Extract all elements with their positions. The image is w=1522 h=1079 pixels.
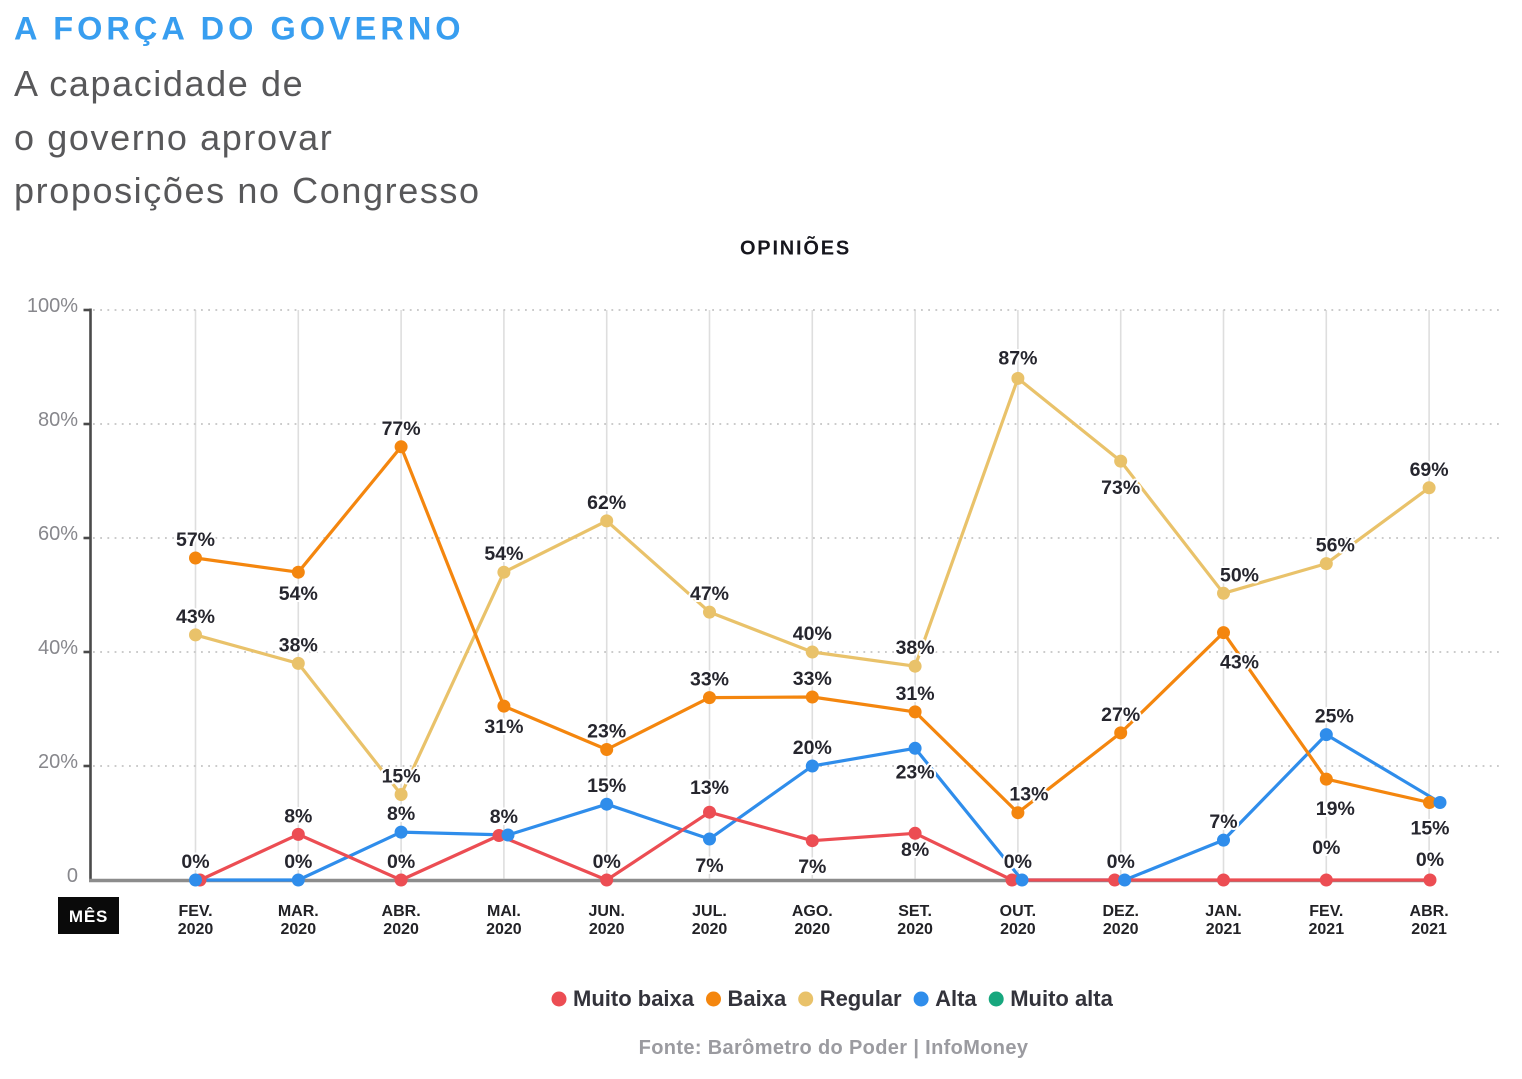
svg-text:MÊS: MÊS bbox=[69, 907, 108, 926]
svg-text:47%: 47% bbox=[690, 583, 729, 605]
svg-text:2021: 2021 bbox=[1206, 921, 1242, 938]
svg-text:MAI.: MAI. bbox=[487, 903, 521, 920]
svg-text:0%: 0% bbox=[1107, 851, 1135, 873]
svg-text:FEV.: FEV. bbox=[1309, 903, 1343, 920]
svg-text:7%: 7% bbox=[798, 856, 826, 878]
svg-text:ABR.: ABR. bbox=[382, 903, 421, 920]
svg-text:31%: 31% bbox=[896, 683, 935, 705]
svg-text:DEZ.: DEZ. bbox=[1102, 903, 1138, 920]
svg-text:23%: 23% bbox=[896, 761, 935, 783]
svg-text:0: 0 bbox=[67, 865, 78, 887]
svg-text:8%: 8% bbox=[901, 839, 929, 861]
svg-text:56%: 56% bbox=[1316, 535, 1355, 557]
svg-text:33%: 33% bbox=[690, 669, 729, 691]
svg-text:o governo aprovar: o governo aprovar bbox=[14, 117, 333, 158]
svg-text:40%: 40% bbox=[38, 637, 78, 659]
svg-text:2020: 2020 bbox=[795, 921, 831, 938]
svg-text:8%: 8% bbox=[387, 803, 415, 825]
svg-text:38%: 38% bbox=[279, 634, 318, 656]
svg-text:Muito alta: Muito alta bbox=[1010, 986, 1113, 1011]
svg-text:54%: 54% bbox=[279, 583, 318, 605]
svg-text:15%: 15% bbox=[587, 775, 626, 797]
svg-text:43%: 43% bbox=[176, 606, 215, 628]
svg-text:87%: 87% bbox=[998, 347, 1037, 369]
svg-text:13%: 13% bbox=[690, 777, 729, 799]
svg-text:2021: 2021 bbox=[1309, 921, 1345, 938]
svg-text:2020: 2020 bbox=[1000, 921, 1036, 938]
svg-text:2020: 2020 bbox=[281, 921, 317, 938]
svg-text:SET.: SET. bbox=[898, 903, 932, 920]
svg-text:20%: 20% bbox=[38, 751, 78, 773]
svg-text:100%: 100% bbox=[27, 295, 78, 317]
svg-text:15%: 15% bbox=[382, 766, 421, 788]
svg-text:JAN.: JAN. bbox=[1205, 903, 1241, 920]
svg-text:62%: 62% bbox=[587, 492, 626, 514]
svg-text:50%: 50% bbox=[1220, 564, 1259, 586]
svg-text:0%: 0% bbox=[1312, 837, 1340, 859]
svg-text:40%: 40% bbox=[793, 623, 832, 645]
svg-text:7%: 7% bbox=[1209, 811, 1237, 833]
svg-text:60%: 60% bbox=[38, 523, 78, 545]
svg-text:JUN.: JUN. bbox=[588, 903, 624, 920]
svg-text:A FORÇA DO GOVERNO: A FORÇA DO GOVERNO bbox=[14, 11, 465, 47]
svg-text:0%: 0% bbox=[181, 851, 209, 873]
svg-text:2020: 2020 bbox=[897, 921, 933, 938]
svg-text:33%: 33% bbox=[793, 668, 832, 690]
svg-text:13%: 13% bbox=[1009, 784, 1048, 806]
svg-text:77%: 77% bbox=[382, 418, 421, 440]
svg-text:2020: 2020 bbox=[589, 921, 625, 938]
svg-text:Alta: Alta bbox=[935, 986, 977, 1011]
svg-text:MAR.: MAR. bbox=[278, 903, 319, 920]
svg-text:proposições no Congresso: proposições no Congresso bbox=[14, 170, 481, 211]
svg-text:0%: 0% bbox=[387, 851, 415, 873]
svg-text:AGO.: AGO. bbox=[792, 903, 833, 920]
svg-text:0%: 0% bbox=[1416, 849, 1444, 871]
svg-text:Baixa: Baixa bbox=[728, 986, 787, 1011]
svg-text:2021: 2021 bbox=[1411, 921, 1447, 938]
svg-text:23%: 23% bbox=[587, 721, 626, 743]
svg-text:54%: 54% bbox=[484, 543, 523, 565]
svg-text:0%: 0% bbox=[593, 851, 621, 873]
svg-text:2020: 2020 bbox=[178, 921, 214, 938]
svg-text:38%: 38% bbox=[896, 637, 935, 659]
svg-text:ABR.: ABR. bbox=[1410, 903, 1449, 920]
svg-text:43%: 43% bbox=[1220, 652, 1259, 674]
svg-text:69%: 69% bbox=[1410, 459, 1449, 481]
svg-text:OPINIÕES: OPINIÕES bbox=[740, 236, 851, 260]
svg-text:31%: 31% bbox=[484, 716, 523, 738]
svg-text:OUT.: OUT. bbox=[1000, 903, 1036, 920]
svg-text:A capacidade de: A capacidade de bbox=[14, 63, 304, 104]
svg-text:7%: 7% bbox=[695, 855, 723, 877]
svg-text:0%: 0% bbox=[1004, 851, 1032, 873]
svg-text:JUL.: JUL. bbox=[692, 903, 727, 920]
svg-text:73%: 73% bbox=[1101, 477, 1140, 499]
svg-text:8%: 8% bbox=[490, 806, 518, 828]
svg-text:FEV.: FEV. bbox=[178, 903, 212, 920]
svg-text:2020: 2020 bbox=[383, 921, 419, 938]
svg-text:20%: 20% bbox=[793, 737, 832, 759]
svg-text:57%: 57% bbox=[176, 529, 215, 551]
svg-text:Fonte: Barômetro do Poder | In: Fonte: Barômetro do Poder | InfoMoney bbox=[639, 1037, 1029, 1059]
svg-text:2020: 2020 bbox=[486, 921, 522, 938]
svg-text:15%: 15% bbox=[1410, 818, 1449, 840]
svg-text:25%: 25% bbox=[1315, 706, 1354, 728]
svg-text:27%: 27% bbox=[1101, 704, 1140, 726]
svg-text:2020: 2020 bbox=[692, 921, 728, 938]
svg-text:8%: 8% bbox=[284, 805, 312, 827]
svg-text:80%: 80% bbox=[38, 409, 78, 431]
svg-text:Regular: Regular bbox=[820, 986, 902, 1011]
svg-text:Muito baixa: Muito baixa bbox=[573, 986, 695, 1011]
svg-text:2020: 2020 bbox=[1103, 921, 1139, 938]
svg-text:19%: 19% bbox=[1316, 798, 1355, 820]
svg-text:0%: 0% bbox=[284, 851, 312, 873]
